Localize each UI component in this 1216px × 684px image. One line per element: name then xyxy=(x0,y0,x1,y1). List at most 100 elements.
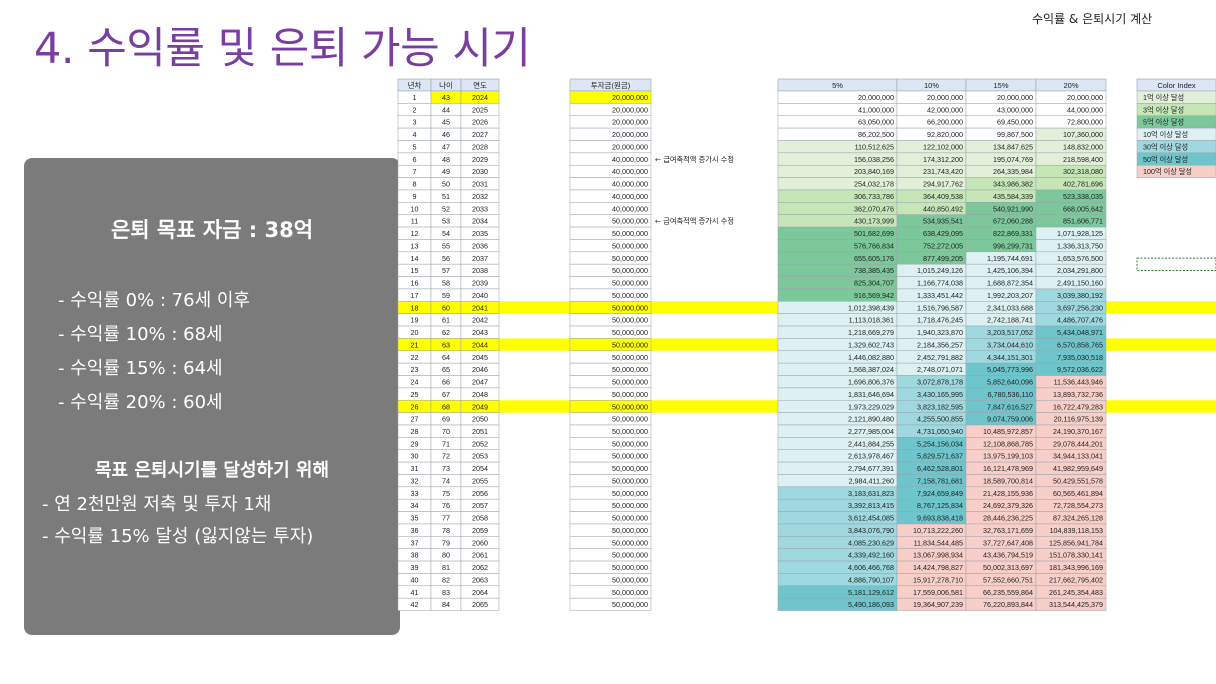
table-header-cell: 년차 xyxy=(397,78,432,92)
table-cell: 17 xyxy=(411,291,419,300)
table-cell: 2063 xyxy=(472,575,488,584)
table-cell: 2055 xyxy=(472,476,488,485)
legend-label: 100억 이상 달성 xyxy=(1143,167,1192,176)
table-cell: 50,000,000 xyxy=(612,588,648,597)
table-cell: 50,000,000 xyxy=(612,266,648,275)
return-item: - 수익률 0% : 76세 이후 xyxy=(58,290,250,311)
table-cell: 78 xyxy=(442,526,450,535)
table-row: 10 52 2033 40,000,000 362,070,476 440,850,492… xyxy=(397,202,1107,215)
strategy-item: - 연 2천만원 저축 및 투자 1채 xyxy=(42,494,272,515)
table-cell: 3,392,813,415 xyxy=(848,501,894,510)
table-cell: 2046 xyxy=(472,365,488,374)
table-cell: 2025 xyxy=(472,105,488,114)
table-cell: 72 xyxy=(442,452,450,461)
table-cell: 53 xyxy=(442,217,450,226)
table-cell: 3,203,517,052 xyxy=(987,328,1033,337)
table-row: 32 74 2055 50,000,000 2,984,411,260 7,158,781… xyxy=(397,474,1107,488)
table-cell: 1,333,451,442 xyxy=(917,291,963,300)
table-cell: 21 xyxy=(411,340,419,349)
table-cell: 2033 xyxy=(472,204,488,213)
table-cell: 46 xyxy=(442,130,450,139)
table-cell: 2047 xyxy=(472,378,488,387)
table-cell: 79 xyxy=(442,538,450,547)
table-cell: 51 xyxy=(442,192,450,201)
table-cell: 2053 xyxy=(472,452,488,461)
legend-label: 3억 이상 달성 xyxy=(1143,105,1184,114)
table-cell: 82 xyxy=(442,575,450,584)
table-cell: 28,446,236,225 xyxy=(983,514,1033,523)
table-cell: 14 xyxy=(411,254,419,263)
table-cell: 151,078,330,141 xyxy=(1049,551,1103,560)
table-cell: 92,820,000 xyxy=(927,130,963,139)
table-cell: 50,000,000 xyxy=(612,241,648,250)
return-item: - 수익률 20% : 60세 xyxy=(58,392,223,413)
table-cell: 50,000,000 xyxy=(612,279,648,288)
table-cell: 6,570,858,765 xyxy=(1057,340,1103,349)
table-cell: 50,000,000 xyxy=(612,365,648,374)
table-row: 40 82 2063 50,000,000 4,886,790,107 15,917,27… xyxy=(397,573,1107,587)
table-cell: 59 xyxy=(442,291,450,300)
table-cell: 2040 xyxy=(472,291,488,300)
table-cell: 50,000,000 xyxy=(612,415,648,424)
table-cell: 12,108,868,785 xyxy=(983,439,1033,448)
table-cell: 2027 xyxy=(472,130,488,139)
table-row: 30 72 2053 50,000,000 2,613,978,467 5,829,571… xyxy=(397,449,1107,463)
table-row: 13 55 2036 50,000,000 576,766,834 752,272,005… xyxy=(397,239,1107,253)
table-cell: 19,364,907,239 xyxy=(913,600,963,609)
table-cell: 3,183,631,823 xyxy=(848,489,894,498)
table-cell: 52 xyxy=(442,204,450,213)
table-cell: 672,060,288 xyxy=(993,217,1033,226)
table-cell: 7,924,659,849 xyxy=(917,489,963,498)
table-cell: 3,612,454,085 xyxy=(848,514,894,523)
table-row: 12 54 2035 50,000,000 501,682,699 638,429,095… xyxy=(397,226,1107,240)
svg-text:년차: 년차 xyxy=(408,80,422,90)
table-cell: 1,425,106,394 xyxy=(987,266,1033,275)
table-cell: 2035 xyxy=(472,229,488,238)
table-cell: 2,034,291,800 xyxy=(1057,266,1103,275)
table-cell: 1,696,806,376 xyxy=(848,378,894,387)
table-cell: 2044 xyxy=(472,340,488,349)
table-cell: 86,202,500 xyxy=(858,130,894,139)
table-cell: 9,572,036,622 xyxy=(1057,365,1103,374)
table-cell: 217,662,795,402 xyxy=(1049,575,1103,584)
table-cell: 655,605,176 xyxy=(854,254,894,263)
table-cell: 76 xyxy=(442,501,450,510)
table-cell: 668,005,642 xyxy=(1063,204,1103,213)
table-cell: 15 xyxy=(411,266,419,275)
table-cell: 2065 xyxy=(472,600,488,609)
table-row: 11 53 2034 50,000,000 430,173,999 534,935,541… xyxy=(397,214,1107,228)
selected-cell[interactable] xyxy=(1136,257,1216,272)
table-cell: 50,000,000 xyxy=(612,402,648,411)
table-cell: 1,653,576,500 xyxy=(1057,254,1103,263)
legend-item: 30억 이상 달성 xyxy=(1136,140,1216,154)
retirement-goal: 은퇴 목표 자금 : 38억 xyxy=(110,218,314,242)
table-cell: 2043 xyxy=(472,328,488,337)
table-cell: 2028 xyxy=(472,142,488,151)
table-cell: 638,429,095 xyxy=(923,229,963,238)
table-cell: 8,767,125,834 xyxy=(917,501,963,510)
table-row: 9 51 2032 40,000,000 306,733,786 364,409,538 4… xyxy=(397,189,1107,203)
return-item: - 수익률 15% : 64세 xyxy=(58,358,223,379)
table-cell: 63 xyxy=(442,340,450,349)
legend-item: 10억 이상 달성 xyxy=(1136,127,1216,141)
table-cell: 2036 xyxy=(472,241,488,250)
table-header-cell: 연도 xyxy=(460,78,500,92)
table-cell: 264,335,984 xyxy=(993,167,1033,176)
table-cell: 37 xyxy=(411,538,419,547)
table-cell: 2057 xyxy=(472,501,488,510)
table-cell: 33 xyxy=(411,489,419,498)
table-cell: 10,713,222,260 xyxy=(913,526,963,535)
legend-item: 1억 이상 달성 xyxy=(1136,90,1216,104)
table-cell: 50,000,000 xyxy=(612,489,648,498)
legend-header: Color Index xyxy=(1157,81,1196,90)
table-cell: 72,800,000 xyxy=(1067,118,1103,127)
table-cell: 877,499,205 xyxy=(923,254,963,263)
svg-text:연도: 연도 xyxy=(473,81,487,90)
table-cell: 50,000,000 xyxy=(612,316,648,325)
table-cell: 50,000,000 xyxy=(612,229,648,238)
table-cell: 2,441,884,255 xyxy=(848,439,894,448)
table-cell: 70 xyxy=(442,427,450,436)
table-cell: 4,085,230,629 xyxy=(848,538,894,547)
table-row: 4 46 2027 20,000,000 86,202,500 92,820,000 99,… xyxy=(397,127,1107,141)
table-cell: 156,038,256 xyxy=(854,155,894,164)
